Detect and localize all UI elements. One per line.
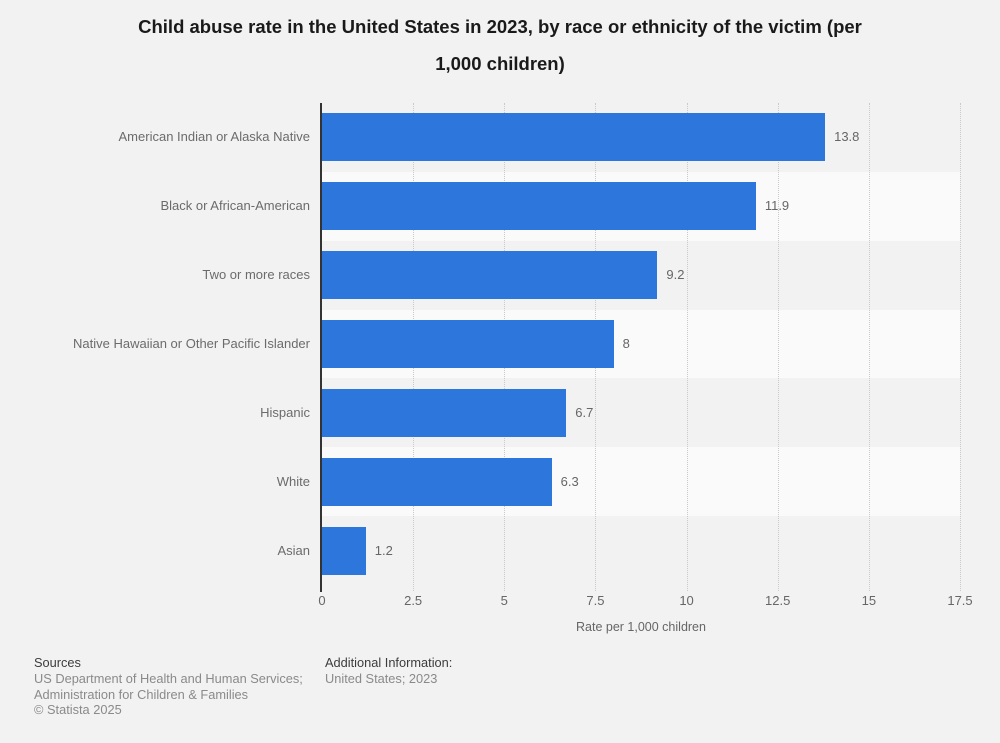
chart-title-line1: Child abuse rate in the United States in… bbox=[138, 16, 862, 37]
bar bbox=[322, 320, 614, 368]
x-tick-label: 0 bbox=[318, 593, 326, 608]
sources-line-1: US Department of Health and Human Servic… bbox=[34, 670, 303, 686]
x-tick-label: 15 bbox=[861, 593, 877, 608]
bar bbox=[322, 182, 756, 231]
category-label: Two or more races bbox=[202, 267, 310, 283]
chart-title: Child abuse rate in the United States in… bbox=[0, 8, 1000, 82]
bar bbox=[322, 526, 366, 575]
bar bbox=[322, 457, 552, 506]
plot-area: 13.8 11.9 9.2 8 6.7 6.3 1.2 bbox=[320, 103, 961, 592]
bar bbox=[322, 113, 826, 162]
gridline bbox=[868, 103, 870, 591]
footer-sources: Sources US Department of Health and Huma… bbox=[34, 655, 303, 718]
category-label: Hispanic bbox=[260, 404, 310, 420]
chart-title-line2: 1,000 children) bbox=[435, 53, 565, 74]
footer-additional-information: Additional Information: United States; 2… bbox=[325, 655, 452, 687]
row-stripe bbox=[322, 516, 960, 585]
value-label: 8 bbox=[622, 336, 630, 351]
bar bbox=[322, 388, 567, 437]
x-tick-label: 17.5 bbox=[947, 593, 973, 608]
additional-information-text: United States; 2023 bbox=[325, 670, 438, 686]
gridline bbox=[686, 103, 688, 591]
category-label: Black or African-American bbox=[160, 198, 310, 214]
category-label: Asian bbox=[277, 542, 310, 558]
x-tick-label: 7.5 bbox=[586, 593, 605, 608]
sources-line-2: Administration for Children & Families bbox=[34, 686, 249, 702]
gridline bbox=[960, 103, 961, 591]
bar bbox=[322, 251, 658, 300]
y-axis-line bbox=[320, 103, 322, 592]
value-label: 6.7 bbox=[575, 404, 594, 420]
value-label: 9.2 bbox=[666, 267, 685, 283]
value-label: 11.9 bbox=[764, 198, 790, 214]
category-label: Native Hawaiian or Other Pacific Islande… bbox=[73, 336, 310, 351]
x-axis-title: Rate per 1,000 children bbox=[576, 620, 706, 634]
sources-heading: Sources bbox=[34, 655, 81, 670]
category-label: American Indian or Alaska Native bbox=[118, 129, 310, 145]
x-tick-label: 12.5 bbox=[765, 593, 791, 608]
x-tick-label: 10 bbox=[679, 593, 694, 608]
additional-information-heading: Additional Information: bbox=[325, 655, 453, 670]
value-label: 13.8 bbox=[834, 129, 860, 145]
value-label: 1.2 bbox=[374, 542, 393, 558]
x-tick-label: 2.5 bbox=[404, 593, 423, 608]
category-label: White bbox=[276, 473, 310, 489]
x-tick-label: 5 bbox=[500, 593, 508, 608]
copyright: © Statista 2025 bbox=[34, 702, 122, 718]
value-label: 6.3 bbox=[560, 473, 579, 489]
gridline bbox=[777, 103, 779, 591]
